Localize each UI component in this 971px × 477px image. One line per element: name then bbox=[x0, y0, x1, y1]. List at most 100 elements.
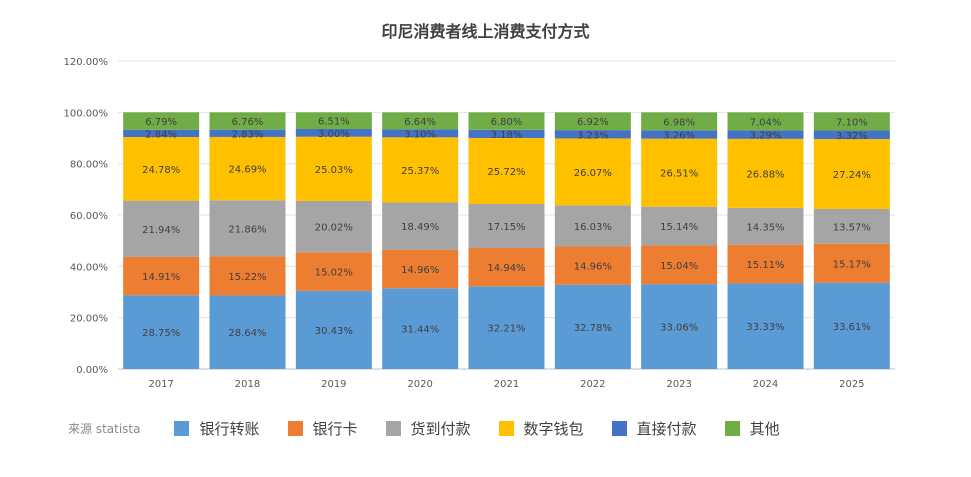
bar-segment bbox=[468, 129, 545, 138]
bar-segment bbox=[813, 139, 890, 209]
bar-segment bbox=[554, 112, 631, 131]
bar-segment bbox=[123, 256, 200, 296]
bar-segment bbox=[295, 129, 372, 137]
data-label: 24.69% bbox=[228, 165, 266, 176]
legend-label: 银行卡 bbox=[312, 420, 358, 438]
data-label: 3.29% bbox=[750, 131, 782, 142]
data-label: 26.51% bbox=[660, 169, 698, 180]
bar-segment bbox=[813, 112, 890, 131]
data-label: 6.51% bbox=[318, 117, 350, 128]
x-tick-label: 2019 bbox=[321, 379, 346, 390]
data-label: 20.02% bbox=[315, 223, 353, 234]
x-tick-label: 2020 bbox=[407, 379, 432, 390]
data-label: 6.79% bbox=[145, 117, 177, 128]
bar-segment bbox=[554, 284, 631, 369]
bar-segment bbox=[641, 206, 718, 246]
x-tick-label: 2018 bbox=[235, 379, 260, 390]
bar-segment bbox=[727, 244, 804, 284]
bar-segment bbox=[382, 129, 459, 138]
bar-segment bbox=[295, 112, 372, 130]
legend-label: 银行转账 bbox=[199, 420, 260, 438]
bar-segment bbox=[209, 295, 286, 369]
data-label: 31.44% bbox=[401, 325, 439, 336]
bar-segment bbox=[727, 138, 804, 208]
data-label: 15.14% bbox=[660, 222, 698, 233]
legend-label: 货到付款 bbox=[410, 420, 471, 438]
bar-segment bbox=[123, 137, 200, 201]
bar-segment bbox=[468, 286, 545, 369]
legend-swatch bbox=[724, 421, 740, 436]
bar-segment bbox=[468, 203, 545, 248]
data-label: 28.75% bbox=[142, 328, 180, 339]
x-tick-label: 2021 bbox=[494, 379, 519, 390]
legend-item: 数字钱包 bbox=[498, 418, 584, 439]
bar-segment bbox=[382, 112, 459, 130]
data-label: 14.94% bbox=[487, 263, 525, 274]
data-label: 16.03% bbox=[574, 222, 612, 233]
data-label: 3.26% bbox=[663, 130, 695, 141]
y-tick-label: 100.00% bbox=[64, 108, 109, 119]
bar-segment bbox=[209, 256, 286, 296]
bar-segment bbox=[209, 129, 286, 137]
data-label: 3.32% bbox=[836, 131, 868, 142]
data-label: 13.57% bbox=[833, 222, 871, 233]
data-label: 6.80% bbox=[491, 117, 523, 128]
legend-item: 银行卡 bbox=[287, 418, 358, 439]
y-tick-label: 120.00% bbox=[64, 57, 109, 68]
legend-swatch bbox=[287, 421, 303, 436]
bar-segment bbox=[813, 130, 890, 140]
data-label: 33.61% bbox=[833, 322, 871, 333]
bar-segment bbox=[468, 137, 545, 204]
bar-segment bbox=[727, 112, 804, 131]
legend-swatch bbox=[498, 421, 514, 436]
bar-segment bbox=[209, 136, 286, 201]
legend: 来源 statista 银行转账 银行卡 货到付款 数字钱包 直接付款 其他 bbox=[68, 418, 808, 439]
bar-segment bbox=[468, 112, 545, 130]
data-label: 6.92% bbox=[577, 117, 609, 128]
legend-swatch bbox=[385, 421, 401, 436]
legend-label: 其他 bbox=[749, 420, 780, 438]
legend-item: 直接付款 bbox=[611, 418, 697, 439]
bar-segment bbox=[382, 202, 459, 250]
data-label: 14.96% bbox=[401, 265, 439, 276]
legend-label: 数字钱包 bbox=[523, 420, 584, 438]
y-tick-label: 20.00% bbox=[70, 314, 108, 325]
legend-item: 银行转账 bbox=[174, 418, 260, 439]
bar-segment bbox=[554, 205, 631, 247]
bar-segment bbox=[727, 130, 804, 139]
bar-segment bbox=[813, 282, 890, 369]
x-tick-label: 2022 bbox=[580, 379, 605, 390]
data-label: 6.98% bbox=[663, 117, 695, 128]
bar-segment bbox=[382, 137, 459, 203]
x-tick-label: 2017 bbox=[148, 379, 173, 390]
x-tick-label: 2025 bbox=[839, 379, 864, 390]
bar-segment bbox=[123, 112, 200, 130]
legend-item: 货到付款 bbox=[385, 418, 471, 439]
data-label: 6.76% bbox=[232, 117, 264, 128]
data-label: 32.78% bbox=[574, 323, 612, 334]
data-label: 17.15% bbox=[487, 222, 525, 233]
bar-segment bbox=[813, 208, 890, 244]
data-label: 3.10% bbox=[404, 129, 436, 140]
data-label: 25.72% bbox=[487, 167, 525, 178]
bar-segment bbox=[382, 288, 459, 369]
data-label: 33.33% bbox=[746, 322, 784, 333]
data-label: 30.43% bbox=[315, 326, 353, 337]
legend-item: 其他 bbox=[724, 418, 780, 439]
x-tick-label: 2024 bbox=[753, 379, 778, 390]
data-label: 14.91% bbox=[142, 272, 180, 283]
bar-segment bbox=[295, 200, 372, 253]
data-label: 26.88% bbox=[746, 169, 784, 180]
data-label: 21.94% bbox=[142, 225, 180, 236]
data-label: 2.83% bbox=[232, 129, 264, 140]
bar-segment bbox=[641, 284, 718, 369]
data-label: 15.02% bbox=[315, 268, 353, 279]
bar-segment bbox=[554, 246, 631, 285]
data-label: 7.10% bbox=[836, 117, 868, 128]
bar-segment bbox=[468, 247, 545, 287]
y-tick-label: 80.00% bbox=[70, 160, 108, 171]
data-label: 18.49% bbox=[401, 222, 439, 233]
data-label: 3.18% bbox=[491, 130, 523, 141]
